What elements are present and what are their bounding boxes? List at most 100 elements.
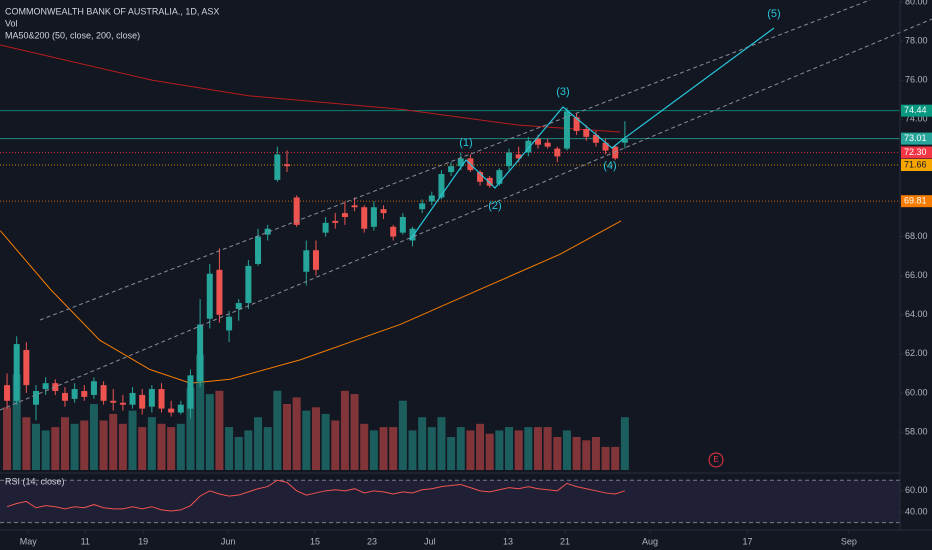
candle-body (399, 217, 406, 233)
volume-bar (109, 413, 118, 470)
volume-bar (408, 430, 417, 470)
ma-legend: MA50&200 (50, close, 200, close) (5, 30, 140, 40)
candle-body (139, 394, 146, 409)
volume-bar (263, 427, 272, 470)
volume-legend: Vol (5, 18, 18, 28)
volume-bar (389, 427, 398, 470)
moving-average (0, 44, 621, 133)
volume-bar (89, 404, 98, 470)
volume-bar (611, 446, 620, 470)
y-tick-label: 74.00 (905, 114, 928, 124)
volume-bar (369, 430, 378, 470)
candle-body (129, 392, 136, 405)
y-tick-label: 78.00 (905, 35, 928, 45)
volume-bar (118, 423, 127, 470)
volume-bar (350, 394, 359, 470)
x-tick-label: 17 (742, 536, 752, 546)
volume-bar (3, 407, 12, 470)
rsi-line (6, 479, 626, 512)
volume-bar (70, 423, 79, 470)
level-tag (901, 159, 932, 172)
volume-bar (553, 437, 562, 470)
volume-bar (360, 423, 369, 470)
x-tick-label: 13 (503, 536, 513, 546)
level-label: 69.81 (904, 196, 927, 206)
volume-bar (591, 437, 600, 470)
candle-body (525, 140, 532, 153)
moving-average (0, 220, 622, 384)
x-tick-label: 11 (81, 536, 90, 546)
x-tick-label: 23 (367, 536, 377, 546)
volume-bar (167, 427, 176, 470)
candle-body (361, 207, 368, 229)
candle-body (477, 172, 484, 182)
candle-body (100, 385, 107, 401)
candle-body (621, 138, 628, 143)
rsi-band (0, 480, 900, 523)
candle-body (90, 381, 97, 395)
volume-bar (225, 427, 234, 470)
candle-body (255, 236, 262, 264)
candle-body (274, 154, 281, 180)
candle-body (264, 228, 271, 235)
wave-label: (5) (767, 8, 780, 20)
volume-bar (601, 446, 610, 470)
volume-bar (282, 404, 291, 470)
volume-bar (495, 430, 504, 470)
x-tick-label: 21 (560, 536, 570, 546)
candle-body (486, 177, 493, 186)
candle-body (23, 349, 30, 386)
candle-body (158, 389, 165, 409)
candle-body (283, 164, 290, 167)
drawings (0, 0, 932, 411)
channel-line (0, 18, 932, 411)
volume-bar (476, 423, 485, 470)
candle-body (544, 142, 551, 147)
rsi-legend: RSI (14, close) (5, 476, 65, 486)
candle-body (419, 203, 426, 210)
volume-bar (176, 423, 185, 470)
volume-bar (427, 427, 436, 470)
candle-body (322, 222, 329, 233)
x-tick-label: 15 (310, 536, 320, 546)
wave-label: (3) (556, 86, 569, 98)
candle-body (515, 154, 522, 159)
volume-bar (543, 427, 552, 470)
y-tick-label: 76.00 (905, 75, 928, 85)
earnings-marker[interactable] (708, 452, 724, 468)
y-tick-label: 66.00 (905, 270, 928, 280)
volume-bar (244, 430, 253, 470)
volume-bar (41, 430, 50, 470)
volume-bar (456, 427, 465, 470)
volume-bar (311, 407, 320, 470)
candle-body (496, 170, 503, 184)
volume-bar (215, 390, 224, 470)
earnings-label[interactable]: E (713, 455, 718, 464)
volume-bar (22, 417, 31, 470)
candle-body (148, 389, 155, 407)
candle-body (226, 316, 233, 331)
volume-bar (254, 417, 263, 470)
candle-body (4, 385, 11, 401)
volume-bar (572, 437, 581, 470)
volume-bar (321, 413, 330, 470)
volume-bar (138, 427, 147, 470)
level-tag (901, 195, 932, 208)
y-tick-label: 60.00 (905, 387, 928, 397)
candle-body (71, 389, 78, 399)
x-tick-label: Sep (841, 536, 857, 546)
candle-body (390, 226, 397, 237)
candle-body (197, 324, 204, 382)
candle-body (351, 205, 358, 208)
candle-body (602, 142, 609, 151)
volume-bar (302, 410, 311, 470)
volume-bar (196, 354, 205, 470)
x-tick-label: May (20, 536, 38, 546)
candle-body (592, 134, 599, 143)
candle-body (583, 129, 590, 137)
volume-bar (147, 417, 156, 470)
candle-body (370, 207, 377, 227)
volume-bar (60, 417, 69, 470)
y-tick-label: 68.00 (905, 231, 928, 241)
volume-bar (32, 423, 41, 470)
